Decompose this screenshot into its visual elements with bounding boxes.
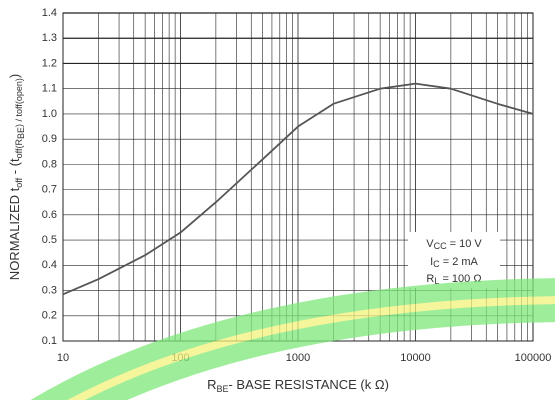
x-tick-label: 100000 [515,352,552,364]
annotation-line: IC = 2 mA [430,256,478,269]
y-tick-label: 0.8 [42,158,57,170]
x-tick-label: 10000 [400,352,431,364]
y-tick-label: 0.1 [42,335,57,347]
annotation-line: VCC = 10 V [426,238,482,251]
y-tick-label: 1.3 [42,32,57,44]
y-tick-label: 0.2 [42,310,57,322]
y-tick-label: 0.5 [42,234,57,246]
x-tick-label: 1000 [286,352,310,364]
y-tick-label: 1.0 [42,108,57,120]
y-tick-label: 1.4 [42,7,57,19]
overlay-arc [30,278,555,400]
x-tick-label: 10 [57,352,69,364]
x-axis-label: RBE- BASE RESISTANCE (k Ω) [207,377,389,394]
y-tick-label: 1.1 [42,83,57,95]
y-tick-label: 0.7 [42,184,57,196]
y-tick-label: 0.9 [42,133,57,145]
data-line [62,82,534,296]
y-tick-label: 1.2 [42,57,57,69]
y-tick-label: 0.6 [42,209,57,221]
overlay-yellow [67,296,555,400]
y-axis-label: NORMALIZED toff - (toff(RBE) / toff(open… [7,74,26,280]
y-tick-label: 0.4 [42,259,57,271]
y-tick-label: 0.3 [42,284,57,296]
annotation: VCC = 10 V IC = 2 mA RL = 100 Ω [426,238,482,286]
annotation-box [408,232,500,288]
